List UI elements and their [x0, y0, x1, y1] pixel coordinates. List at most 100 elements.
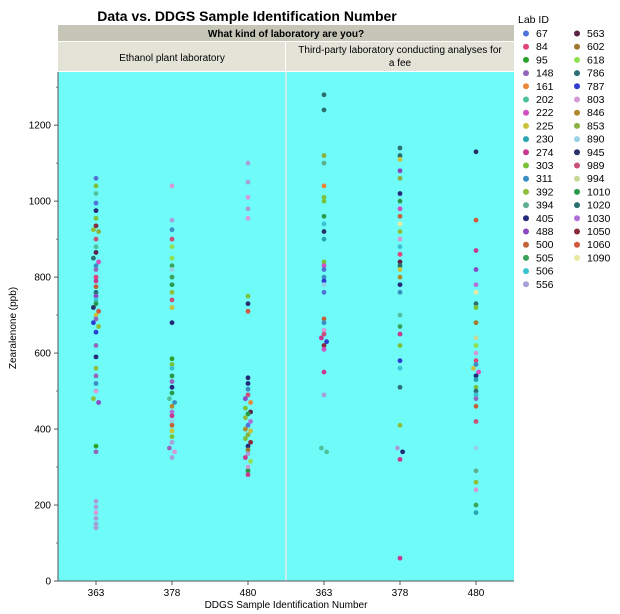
legend-marker	[574, 188, 580, 195]
legend-entry: 394	[536, 200, 554, 212]
panel-header-background	[286, 42, 514, 71]
legend-marker	[574, 136, 580, 143]
data-point	[245, 451, 251, 457]
x-axis: 363 378 480 363 378 480	[88, 581, 485, 599]
data-point	[93, 312, 99, 318]
y-tick-label: 1000	[29, 197, 52, 208]
data-point	[245, 472, 251, 478]
data-point	[93, 293, 99, 299]
data-point	[321, 274, 327, 280]
data-point	[397, 343, 403, 348]
data-point	[93, 244, 99, 250]
data-point	[400, 449, 405, 455]
data-point	[169, 422, 175, 428]
data-point	[93, 250, 99, 255]
data-point	[397, 244, 403, 250]
legend-entry: 230	[536, 134, 554, 146]
data-point	[243, 455, 248, 460]
data-point	[172, 449, 178, 455]
data-point	[169, 384, 175, 390]
data-point	[91, 227, 96, 233]
legend-marker	[523, 228, 529, 235]
data-point	[169, 263, 175, 269]
data-point	[93, 381, 99, 386]
data-point	[169, 439, 175, 445]
data-point	[245, 293, 251, 299]
data-point	[169, 373, 175, 379]
data-point	[473, 282, 479, 288]
data-point	[93, 521, 99, 527]
data-point	[169, 217, 175, 223]
data-point	[321, 278, 327, 284]
data-point	[169, 297, 175, 303]
data-point	[321, 92, 327, 98]
data-point	[243, 426, 248, 432]
legend-entry: 989	[587, 160, 605, 172]
legend-entry: 618	[587, 54, 605, 66]
data-point	[93, 443, 99, 449]
data-point	[169, 356, 175, 362]
legend-entry: 1060	[587, 239, 611, 251]
data-point	[321, 282, 327, 288]
data-point	[245, 301, 251, 307]
data-point	[169, 413, 175, 419]
legend-entry: 803	[587, 94, 605, 106]
data-point	[473, 479, 479, 485]
legend-entry: 563	[587, 28, 605, 40]
data-point	[473, 305, 479, 310]
data-point	[248, 458, 254, 464]
data-point	[397, 289, 403, 295]
data-point	[245, 381, 251, 386]
data-point	[248, 419, 254, 424]
legend-marker	[523, 254, 529, 261]
data-point	[93, 510, 99, 516]
data-point	[473, 419, 479, 424]
plot-area	[57, 72, 514, 582]
data-point	[473, 384, 479, 390]
data-point	[93, 236, 99, 242]
legend-marker	[574, 96, 580, 103]
legend-entry: 161	[536, 81, 554, 93]
data-point	[319, 335, 324, 341]
legend-marker	[574, 149, 580, 156]
data-point	[93, 274, 99, 280]
data-point	[321, 194, 327, 200]
legend-entry: 222	[536, 107, 554, 119]
panel-header-label: Ethanol plant laboratory	[119, 53, 225, 64]
data-point	[473, 343, 479, 348]
legend-entry: 148	[536, 68, 554, 80]
data-point	[321, 183, 327, 189]
data-point	[93, 175, 99, 181]
legend-marker	[574, 215, 580, 222]
legend-marker	[523, 281, 529, 288]
data-point	[245, 392, 251, 398]
data-point	[93, 208, 99, 214]
legend-entry: 994	[587, 173, 605, 185]
data-point	[473, 377, 479, 383]
data-point	[169, 409, 175, 415]
legend-marker	[523, 70, 529, 77]
data-point	[243, 396, 248, 402]
data-point	[169, 183, 175, 189]
legend-marker	[574, 43, 580, 50]
legend-marker	[574, 175, 580, 182]
data-point	[169, 455, 175, 460]
data-point	[96, 259, 101, 265]
data-point	[93, 365, 99, 371]
data-point	[473, 301, 479, 307]
data-point	[321, 327, 327, 333]
data-point	[93, 200, 99, 206]
legend-marker	[523, 136, 529, 143]
data-point	[93, 525, 99, 531]
legend-entry: 890	[587, 134, 605, 146]
legend-marker	[523, 215, 529, 222]
x-tick-label: 480	[468, 588, 485, 599]
data-point	[169, 434, 175, 440]
data-point	[473, 373, 479, 379]
legend-marker	[574, 228, 580, 235]
panel-header-background	[58, 42, 285, 71]
data-point	[96, 324, 101, 329]
data-point	[397, 331, 403, 337]
legend-entry: 274	[536, 147, 554, 159]
data-point	[93, 301, 99, 307]
